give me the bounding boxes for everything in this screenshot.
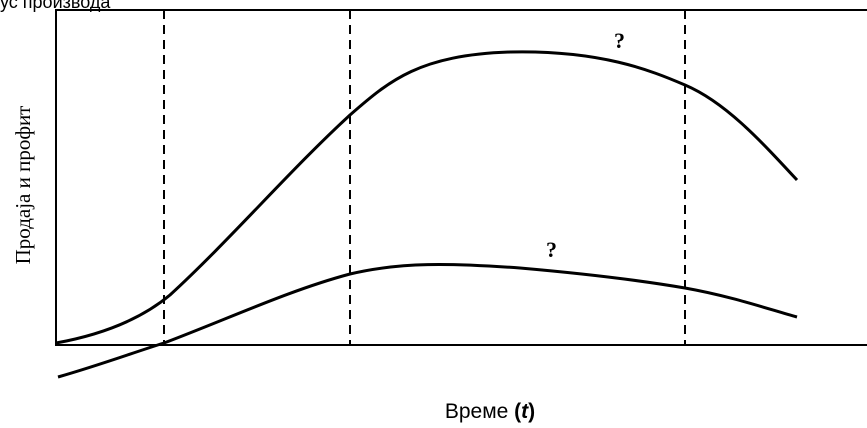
x-axis-label: Време (t) xyxy=(445,400,535,423)
x-axis-symbol: (t) xyxy=(514,400,535,423)
sales-curve-question-mark: ? xyxy=(614,28,625,53)
plot-frame xyxy=(55,9,867,346)
profit-curve-question-mark: ? xyxy=(546,237,557,262)
sales-curve xyxy=(55,50,799,345)
profit-curve xyxy=(57,262,798,379)
y-axis-label: Продаја и профит xyxy=(11,106,35,265)
x-axis-label-text: Време xyxy=(445,400,514,423)
